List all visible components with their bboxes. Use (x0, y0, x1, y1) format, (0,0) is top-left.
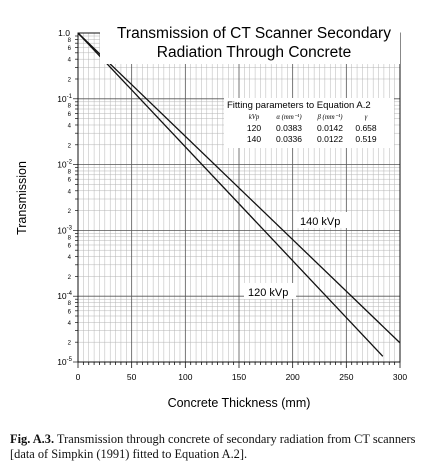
fit-cell: 0.658 (355, 123, 377, 133)
y-minor-label: 8 (68, 169, 72, 175)
y-minor-label: 2 (68, 143, 72, 149)
y-minor-label: 2 (68, 275, 72, 281)
y-decade-label: 10-2 (57, 160, 72, 170)
fit-cell: 120 (247, 123, 261, 133)
y-minor-label: 6 (68, 112, 72, 118)
y-minor-label: 4 (68, 123, 72, 129)
y-minor-label: 4 (68, 189, 72, 195)
figure-caption-text: Transmission through concrete of seconda… (10, 432, 416, 461)
fit-header-kvp: kVp (249, 114, 260, 121)
fit-cell: 0.0122 (317, 134, 343, 144)
x-tick-label: 100 (178, 372, 192, 382)
transmission-chart: Transmission of CT Scanner Secondary Rad… (15, 20, 408, 410)
x-tick-label: 150 (232, 372, 246, 382)
fit-header-alpha: α (mm⁻¹) (276, 114, 302, 121)
y-minor-label: 2 (68, 341, 72, 347)
x-tick-label: 0 (76, 372, 81, 382)
y-minor-label: 6 (68, 243, 72, 249)
y-minor-label: 8 (68, 301, 72, 307)
series-line-140-kvp (77, 32, 401, 344)
x-tick-label: 300 (393, 372, 407, 382)
y-minor-label: 4 (68, 255, 72, 261)
series-line-120-kvp (77, 32, 384, 357)
y-axis-label: Transmission (15, 161, 29, 235)
y-decade-label: 10-4 (57, 291, 72, 301)
fit-table-row-140: 140 0.0336 0.0122 0.519 (247, 134, 377, 144)
x-axis-tick-labels: 0 50 100 150 200 250 300 (76, 372, 408, 382)
y-minor-label: 8 (68, 38, 72, 44)
fit-cell: 0.519 (355, 134, 377, 144)
fit-table-title: Fitting parameters to Equation A.2 (227, 100, 371, 111)
series-layer (77, 32, 401, 357)
fit-cell: 0.0336 (276, 134, 302, 144)
x-axis-label: Concrete Thickness (mm) (168, 396, 311, 410)
y-minor-label: 6 (68, 309, 72, 315)
y-minor-label: 8 (68, 104, 72, 110)
fit-cell: 0.0383 (276, 123, 302, 133)
title-background (100, 20, 400, 64)
fit-cell: 140 (247, 134, 261, 144)
series-label-140-background (296, 212, 348, 228)
x-tick-label: 50 (127, 372, 137, 382)
y-minor-label: 2 (68, 209, 72, 215)
series-label-120-background (244, 283, 296, 299)
figure-label: Fig. A.3. (10, 432, 55, 446)
x-tick-label: 250 (339, 372, 353, 382)
y-decade-label: 1.0 (58, 28, 70, 38)
y-minor-label: 6 (68, 46, 72, 52)
fit-table-header-row: kVp α (mm⁻¹) β (mm⁻¹) γ (249, 114, 368, 121)
series-label-120: 120 kVp (248, 287, 288, 299)
y-decade-label: 10-1 (57, 94, 72, 104)
fit-cell: 0.0142 (317, 123, 343, 133)
series-label-140: 140 kVp (300, 216, 340, 228)
figure-caption: Fig. A.3. Transmission through concrete … (10, 432, 428, 462)
y-decade-label: 10-5 (57, 357, 72, 367)
chart-title-line-1: Transmission of CT Scanner Secondary (117, 25, 391, 42)
chart-title-line-2: Radiation Through Concrete (157, 44, 351, 61)
fit-header-gamma: γ (365, 114, 368, 121)
y-axis-tick-labels: 1.0 10-1 10-2 10-3 10-4 10-5 2 4 6 8 2 4 6 8 2 4 6 8 2 4 6 8 2… (57, 28, 72, 367)
x-tick-label: 200 (286, 372, 300, 382)
y-minor-label: 8 (68, 235, 72, 241)
y-minor-label: 4 (68, 58, 72, 64)
y-minor-label: 4 (68, 321, 72, 327)
y-minor-label: 2 (68, 77, 72, 83)
y-decade-label: 10-3 (57, 225, 72, 235)
fit-header-beta: β (mm⁻¹) (316, 114, 343, 121)
fit-table-row-120: 120 0.0383 0.0142 0.658 (247, 123, 377, 133)
y-minor-label: 6 (68, 178, 72, 184)
fit-table-background (224, 98, 394, 148)
